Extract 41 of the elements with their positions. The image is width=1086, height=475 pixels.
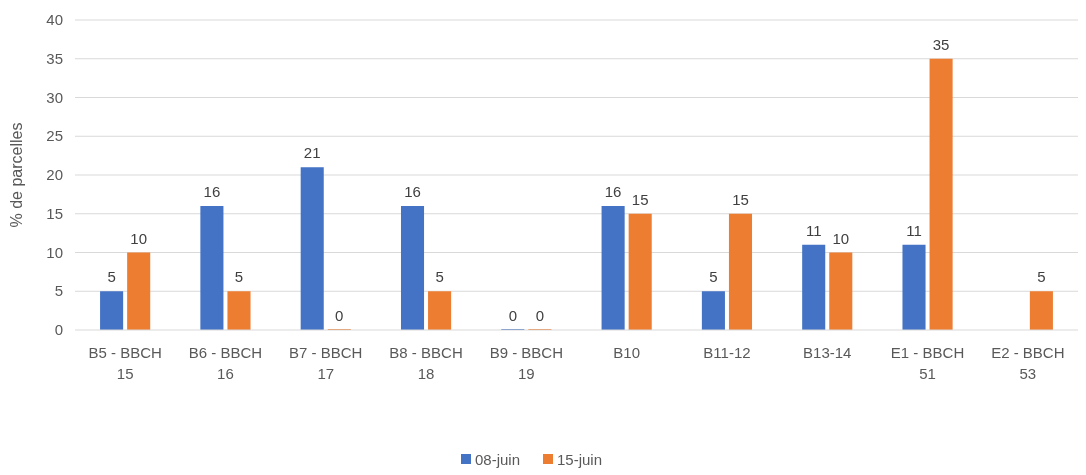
legend-label: 08-juin — [475, 451, 521, 468]
x-tick-label: B5 - BBCH 15 — [88, 344, 162, 382]
x-tick-label: E2 - BBCH 53 — [991, 344, 1065, 382]
data-label: 16 — [203, 183, 221, 200]
x-tick-label: E1 - BBCH 51 — [890, 344, 965, 382]
data-label: 10 — [130, 229, 148, 247]
data-label: 5 — [709, 268, 718, 286]
y-tick-label: 5 — [54, 282, 63, 300]
data-label: 16 — [404, 183, 421, 200]
legend-label: 15-juin — [557, 451, 603, 468]
data-label: 5 — [234, 268, 244, 286]
data-label: 16 — [604, 183, 622, 200]
y-tick-label: 0 — [54, 321, 63, 338]
data-label: 15 — [631, 190, 649, 208]
data-label: 11 — [906, 221, 922, 239]
y-tick-label: 20 — [46, 166, 63, 183]
data-label: 5 — [1037, 268, 1046, 286]
x-tick-label: B11-12 — [703, 344, 751, 361]
x-tick-label: B6 - BBCH 16 — [188, 344, 263, 382]
data-label: 21 — [303, 144, 321, 162]
y-tick-label: 40 — [46, 11, 63, 28]
x-tick-label: B13-14 — [803, 344, 852, 361]
x-tick-label: B9 - BBCH 19 — [489, 344, 564, 382]
y-tick-label: 10 — [46, 243, 63, 261]
data-label: 0 — [508, 307, 517, 324]
data-label: 0 — [335, 307, 344, 324]
y-tick-label: 15 — [46, 204, 63, 222]
data-label: 5 — [435, 268, 444, 286]
data-label: 15 — [732, 190, 749, 208]
x-tick-label: B8 - BBCH 18 — [389, 344, 463, 382]
data-label: 35 — [932, 35, 950, 53]
x-tick-label: B10 — [613, 344, 640, 361]
data-label: 10 — [832, 229, 850, 247]
data-label: 11 — [805, 221, 822, 239]
y-tick-label: 30 — [46, 88, 63, 106]
y-tick-label: 35 — [46, 49, 63, 67]
data-label: 5 — [107, 268, 116, 286]
y-axis-title: % de parcelles — [8, 122, 25, 228]
x-tick-label: B7 - BBCH 17 — [289, 344, 363, 382]
y-tick-label: 25 — [46, 127, 63, 145]
data-label: 0 — [535, 307, 545, 324]
